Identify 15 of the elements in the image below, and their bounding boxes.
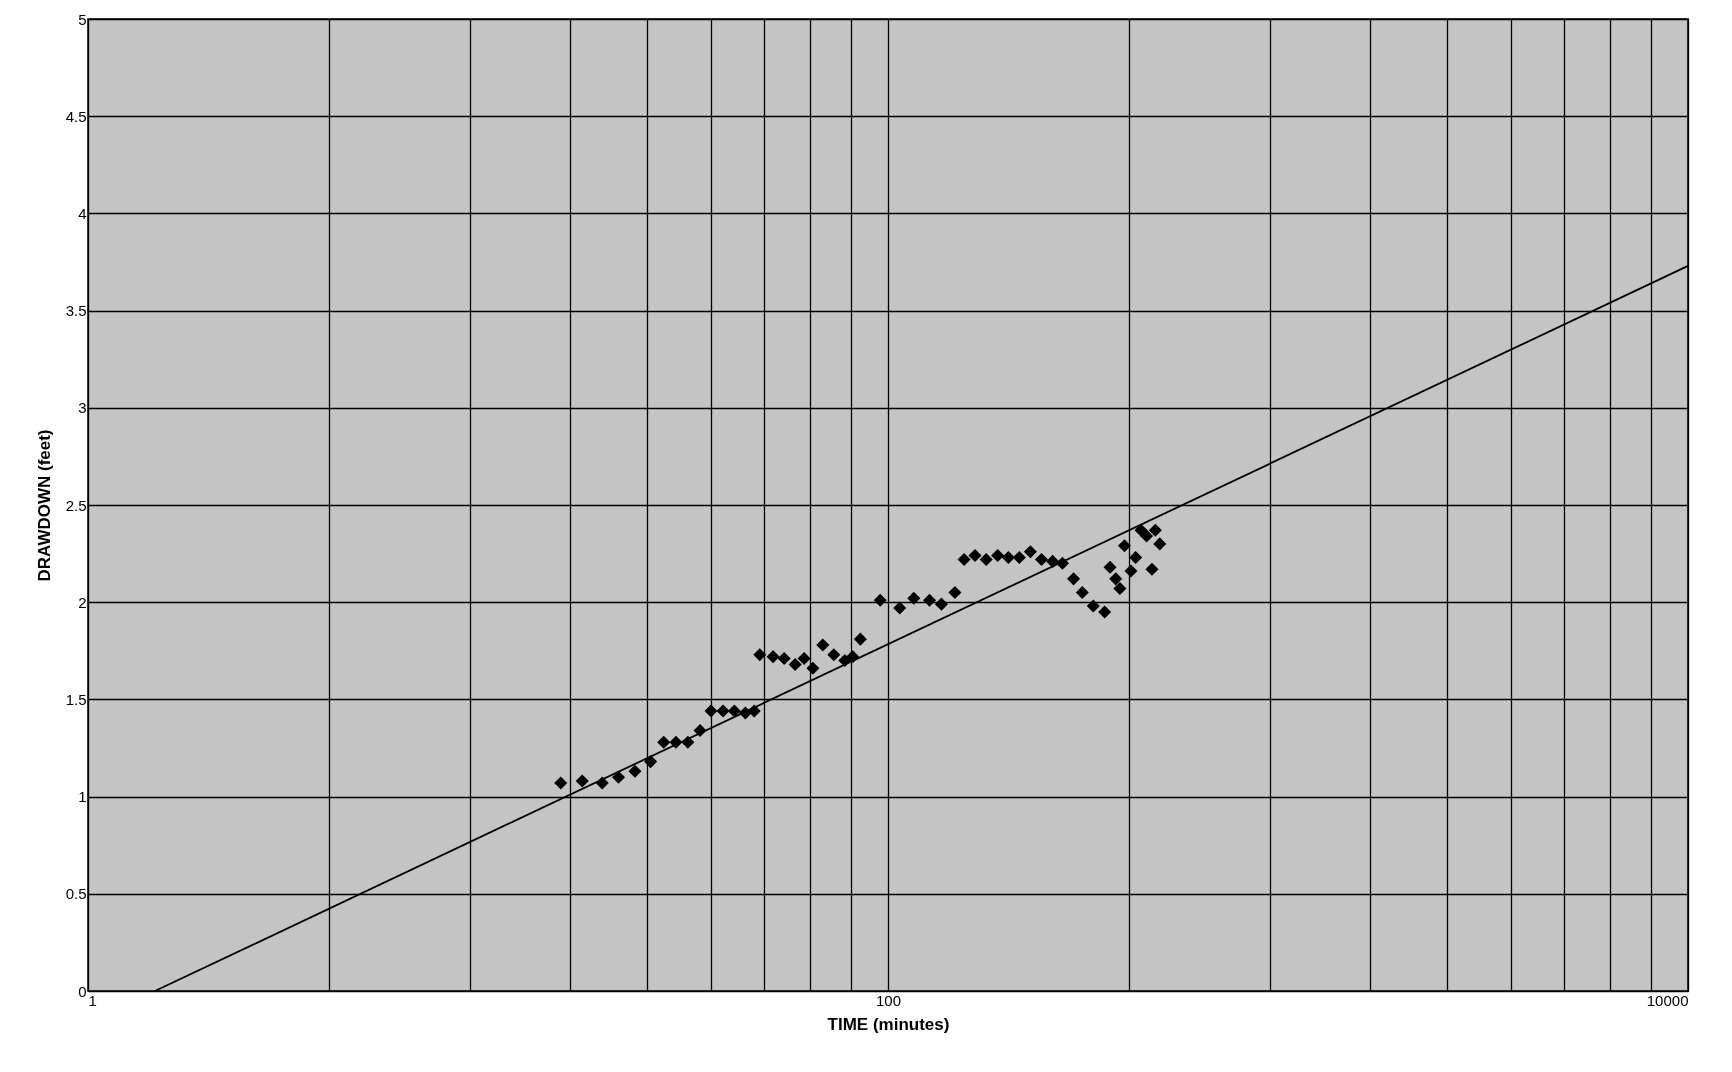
y-tick-label: 5 — [78, 10, 87, 28]
y-tick-label: 3.5 — [65, 302, 87, 320]
y-tick-label: 2.5 — [65, 496, 87, 514]
x-tick-label: 10000 — [1646, 991, 1689, 1009]
y-tick-label: 1 — [78, 788, 87, 806]
y-tick-label: 3 — [78, 399, 87, 417]
y-axis-title: DRAWDOWN (feet) — [34, 429, 54, 582]
y-tick-label: 0 — [78, 982, 87, 1000]
x-tick-label: 100 — [875, 991, 902, 1009]
y-tick-label: 4 — [78, 204, 87, 222]
y-tick-label: 4.5 — [65, 107, 87, 125]
y-tick-label: 0.5 — [65, 885, 87, 903]
x-axis-title: TIME (minutes) — [827, 1014, 950, 1034]
y-tick-label: 2 — [78, 593, 87, 611]
y-tick-label: 1.5 — [65, 690, 87, 708]
